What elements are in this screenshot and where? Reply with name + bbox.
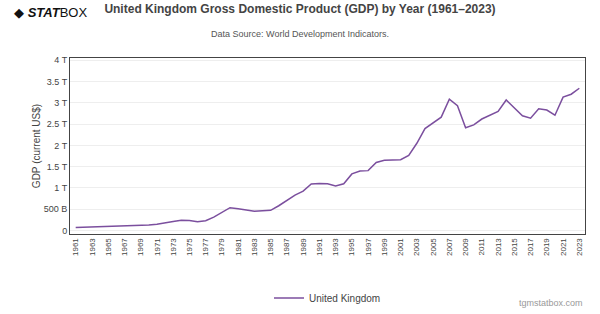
svg-text:1973: 1973 bbox=[169, 238, 178, 256]
svg-text:1.5 T: 1.5 T bbox=[47, 162, 68, 172]
svg-text:1997: 1997 bbox=[364, 238, 373, 256]
svg-text:2001: 2001 bbox=[396, 238, 405, 256]
svg-text:1975: 1975 bbox=[185, 238, 194, 256]
svg-text:tgmstatbox.com: tgmstatbox.com bbox=[519, 298, 583, 308]
svg-text:1971: 1971 bbox=[153, 238, 162, 256]
svg-text:1993: 1993 bbox=[331, 238, 340, 256]
svg-text:Data Source: World Development: Data Source: World Development Indicator… bbox=[211, 29, 389, 39]
svg-text:4 T: 4 T bbox=[54, 55, 67, 65]
svg-text:1981: 1981 bbox=[234, 238, 243, 256]
svg-text:1995: 1995 bbox=[347, 238, 356, 256]
svg-text:1979: 1979 bbox=[218, 238, 227, 256]
svg-text:2013: 2013 bbox=[494, 238, 503, 256]
svg-text:2015: 2015 bbox=[510, 238, 519, 256]
svg-text:2017: 2017 bbox=[526, 238, 535, 256]
svg-text:2005: 2005 bbox=[429, 238, 438, 256]
svg-text:1 T: 1 T bbox=[54, 183, 67, 193]
svg-text:United Kingdom: United Kingdom bbox=[309, 293, 380, 304]
svg-text:2.5 T: 2.5 T bbox=[47, 119, 68, 129]
svg-text:1985: 1985 bbox=[266, 238, 275, 256]
svg-text:2011: 2011 bbox=[477, 238, 486, 256]
svg-text:United Kingdom Gross Domestic: United Kingdom Gross Domestic Product (G… bbox=[104, 2, 495, 16]
svg-text:1977: 1977 bbox=[201, 238, 210, 256]
svg-text:1983: 1983 bbox=[250, 238, 259, 256]
svg-text:2 T: 2 T bbox=[54, 141, 67, 151]
svg-text:1987: 1987 bbox=[282, 238, 291, 256]
svg-text:1989: 1989 bbox=[299, 238, 308, 256]
svg-text:1961: 1961 bbox=[71, 238, 80, 256]
svg-text:3 T: 3 T bbox=[54, 98, 67, 108]
svg-text:500 B: 500 B bbox=[44, 204, 68, 214]
svg-text:2023: 2023 bbox=[575, 238, 584, 256]
svg-text:2009: 2009 bbox=[461, 238, 470, 256]
svg-text:3.5 T: 3.5 T bbox=[47, 77, 68, 87]
svg-text:GDP (current US$): GDP (current US$) bbox=[31, 104, 42, 188]
svg-text:1999: 1999 bbox=[380, 238, 389, 256]
svg-text:2021: 2021 bbox=[559, 238, 568, 256]
svg-text:1967: 1967 bbox=[120, 238, 129, 256]
svg-text:◆ STATBOX: ◆ STATBOX bbox=[14, 5, 87, 20]
svg-text:1991: 1991 bbox=[315, 238, 324, 256]
svg-text:1965: 1965 bbox=[104, 238, 113, 256]
svg-text:2007: 2007 bbox=[445, 238, 454, 256]
svg-text:0: 0 bbox=[62, 226, 67, 236]
svg-text:1969: 1969 bbox=[136, 238, 145, 256]
svg-text:1963: 1963 bbox=[88, 238, 97, 256]
svg-text:2003: 2003 bbox=[412, 238, 421, 256]
svg-text:2019: 2019 bbox=[542, 238, 551, 256]
